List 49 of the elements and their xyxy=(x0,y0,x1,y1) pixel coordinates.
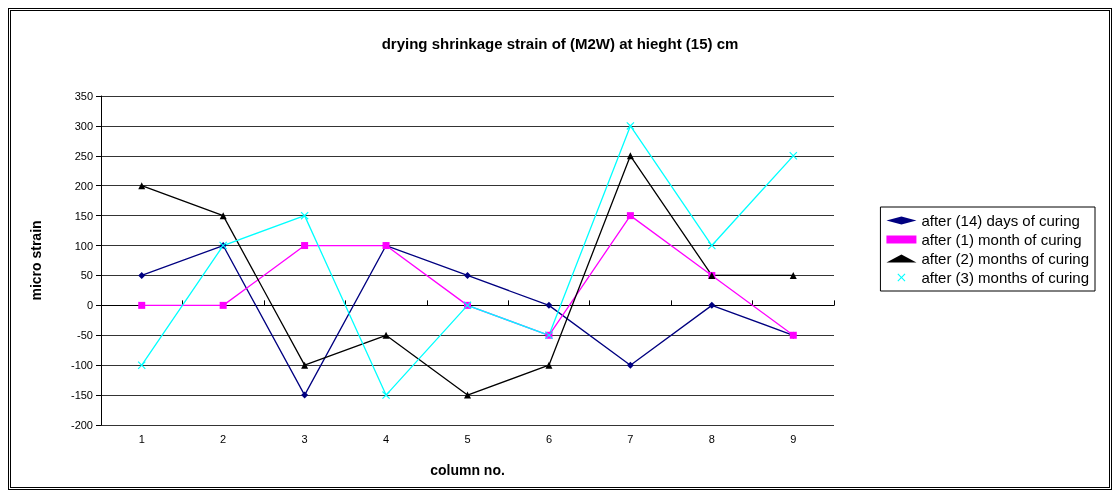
y-tick-label: -50 xyxy=(77,329,93,342)
point xyxy=(707,241,716,250)
y-tick-label: 300 xyxy=(74,119,93,132)
legend-label: after (14) days of curing xyxy=(921,212,1080,229)
legend-label: after (1) month of curing xyxy=(921,231,1082,248)
point xyxy=(300,211,309,220)
x-axis-title: column no. xyxy=(430,462,505,478)
point xyxy=(138,301,146,309)
y-tick-label: 200 xyxy=(74,179,93,192)
x-tick-label: 5 xyxy=(464,432,471,445)
point xyxy=(626,361,634,369)
x-tick-label: 7 xyxy=(627,432,634,445)
x-tick-label: 4 xyxy=(382,432,390,445)
y-tick-label: 250 xyxy=(74,149,93,162)
y-tick-label: -100 xyxy=(70,359,93,372)
point xyxy=(789,151,798,160)
point xyxy=(138,271,146,279)
point xyxy=(464,271,471,279)
point xyxy=(219,301,227,309)
y-tick-label: 150 xyxy=(74,209,93,222)
point xyxy=(626,212,634,220)
chart-title: drying shrinkage strain of (M2W) at hieght (15) cm xyxy=(381,35,739,52)
point xyxy=(626,121,635,130)
y-tick-label: 350 xyxy=(74,90,93,102)
legend-label: after (3) months of curing xyxy=(921,269,1090,286)
point xyxy=(301,391,309,399)
y-axis-title: micro strain xyxy=(28,220,44,301)
point xyxy=(708,301,716,309)
point xyxy=(137,361,146,370)
point xyxy=(219,212,227,220)
y-tick-label: 100 xyxy=(74,239,93,252)
x-tick-label: 2 xyxy=(220,432,227,445)
x-tick-label: 1 xyxy=(138,432,145,445)
y-tick-label: 0 xyxy=(86,299,93,312)
point xyxy=(301,242,309,250)
point xyxy=(789,271,797,279)
point xyxy=(545,301,553,309)
legend-label: after (2) months of curing xyxy=(921,250,1090,267)
point xyxy=(545,361,553,369)
y-tick-label: 50 xyxy=(80,269,93,282)
point xyxy=(464,391,471,399)
y-tick-label: -200 xyxy=(70,419,93,431)
x-tick-label: 6 xyxy=(545,432,553,445)
x-tick-label: 8 xyxy=(708,432,715,445)
x-tick-label: 9 xyxy=(790,432,797,445)
point xyxy=(382,331,390,339)
point xyxy=(301,361,309,369)
x-tick-label: 3 xyxy=(301,432,308,445)
y-tick-label: -150 xyxy=(70,389,93,402)
